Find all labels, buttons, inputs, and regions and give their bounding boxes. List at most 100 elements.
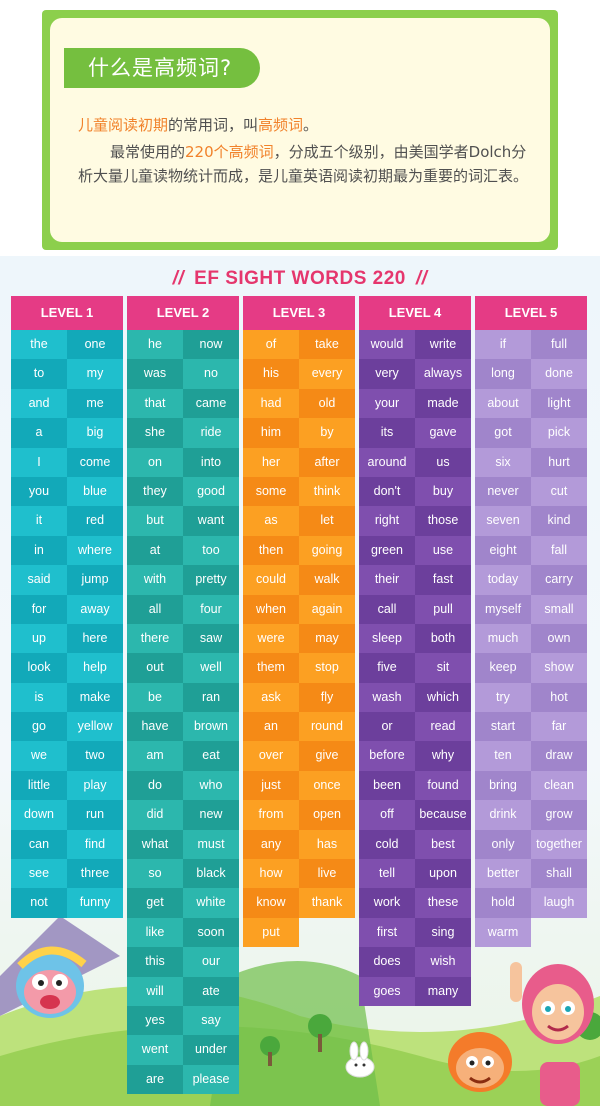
sight-word: five [359,653,415,683]
word-row: said jump [11,565,123,595]
word-row: do who [127,770,239,801]
sight-word: ask [243,682,299,713]
sight-word: cold [359,829,415,860]
sight-word: black [183,859,239,889]
sight-word: grow [531,800,587,830]
sight-word: see [11,859,67,889]
word-row: over give [243,741,355,771]
sight-word: ate [183,976,239,1006]
sight-word: stop [299,653,355,683]
sight-word: don't [359,476,415,507]
sight-word: jump [67,565,123,595]
sight-word: do [127,770,183,801]
word-row: am eat [127,741,239,771]
sight-word: first [359,917,415,948]
card-title: 什么是高频词? [64,48,261,88]
intro-text: 的常用词，叫 [168,116,259,134]
word-row: in where [11,535,123,566]
level-5-words: if full long done about light got pick six hurt ne… [475,330,587,948]
sight-word: only [475,829,531,860]
sight-word: about [475,388,531,419]
word-row: better shall [475,859,587,889]
word-row: ask fly [243,682,355,713]
word-row: if full [475,330,587,360]
sight-word: soon [183,917,239,948]
word-row: look help [11,653,123,683]
sight-word: let [299,506,355,536]
sight-word: then [243,535,299,566]
sight-word: much [475,623,531,654]
sight-word: help [67,653,123,683]
sight-word: eight [475,535,531,566]
word-row: that came [127,388,239,419]
sight-word: under [183,1035,239,1065]
word-row: green use [359,535,471,566]
sight-word: are [127,1064,183,1095]
sight-word: please [183,1064,239,1095]
sight-word: round [299,712,355,742]
sight-word: go [11,712,67,742]
sight-word: got [475,418,531,448]
level-2-header: LEVEL 2 [127,296,239,330]
word-row: what must [127,829,239,860]
level-4-header: LEVEL 4 [359,296,471,330]
character-kids-illustration [448,962,594,1106]
sight-word: call [359,594,415,624]
sight-word: well [183,653,239,683]
word-row: your made [359,388,471,419]
sight-word: yes [127,1005,183,1036]
word-row: little play [11,770,123,801]
word-row: there saw [127,623,239,654]
sight-word: start [475,712,531,742]
word-row: out well [127,653,239,683]
highlight-sight-words: 高频词 [258,116,304,134]
word-row: call pull [359,594,471,624]
sight-word: white [183,888,239,918]
word-row: up here [11,623,123,654]
sight-word: bring [475,770,531,801]
word-row: not funny [11,888,123,918]
word-row: his every [243,359,355,389]
sight-word: hot [531,682,587,713]
sight-word: up [11,623,67,654]
sight-word: he [127,330,183,360]
word-row: went under [127,1035,239,1065]
sight-word: open [299,800,355,830]
sight-word: clean [531,770,587,801]
sight-word: said [11,565,67,595]
sight-word: every [299,359,355,389]
sight-word: fly [299,682,355,713]
sight-word: ran [183,682,239,713]
sight-word: saw [183,623,239,654]
sight-word: after [299,447,355,477]
sight-word: keep [475,653,531,683]
sight-word: very [359,359,415,389]
sight-word: gave [415,418,471,448]
description-text: ，分成五个级别，由美国学者Dolch分析大量儿童读物统计而成，是儿童英语阅读初期… [78,143,529,185]
sight-word: know [243,888,299,918]
sight-word: better [475,859,531,889]
word-row: of take [243,330,355,360]
word-row: on into [127,447,239,477]
sight-word: give [299,741,355,771]
sight-word: best [415,829,471,860]
sight-word: green [359,535,415,566]
sight-word: was [127,359,183,389]
sight-word: she [127,418,183,448]
sight-word: sing [415,917,471,948]
sight-word: when [243,594,299,624]
sight-word: not [11,888,67,918]
word-row: keep show [475,653,587,683]
word-row: she ride [127,418,239,448]
title-decoration-left: // [172,268,185,289]
sight-word: out [127,653,183,683]
level-1-header: LEVEL 1 [11,296,123,330]
sight-word: right [359,506,415,536]
sight-word: down [11,800,67,830]
sight-word: from [243,800,299,830]
word-row: some think [243,476,355,507]
sight-word: this [127,947,183,977]
sight-word: run [67,800,123,830]
level-3-column: LEVEL 3 of take his every had old him by her afte… [243,296,355,948]
